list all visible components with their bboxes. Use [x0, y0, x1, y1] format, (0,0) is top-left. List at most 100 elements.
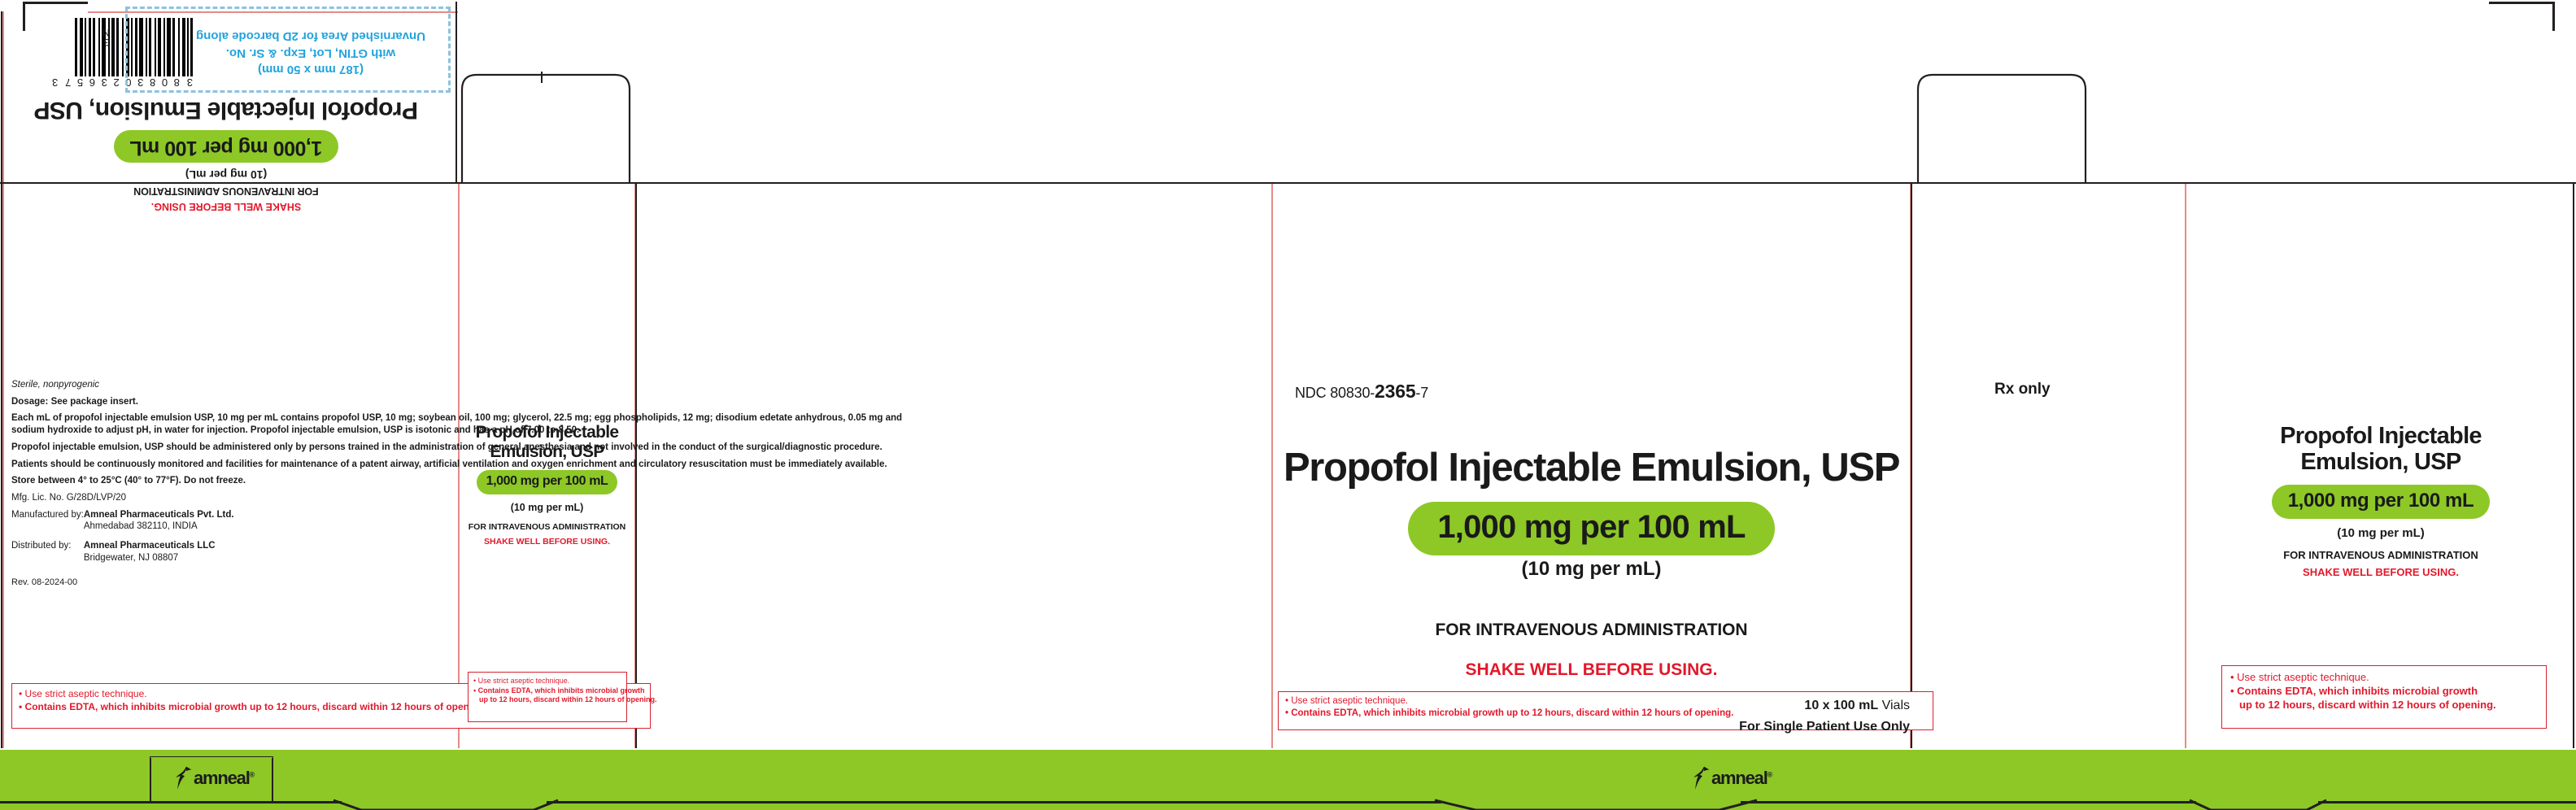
- left-panel-title: Propofol Injectable Emulsion, USP: [460, 423, 634, 461]
- warning-line-edta-left-a: • Contains EDTA, which inhibits microbia…: [473, 686, 645, 695]
- panel-sep-3: [1271, 184, 1273, 753]
- info-composition: Each mL of propofol injectable emulsion …: [11, 413, 903, 436]
- back-concentration: (10 mg per mL): [185, 168, 268, 181]
- distributor-address: Bridgewater, NJ 08807: [83, 552, 179, 563]
- info-mfg-license: Mfg. Lic. No. G/28D/LVP/20: [11, 493, 127, 503]
- unvarnished-area-box: [125, 7, 451, 93]
- info-monitoring: Patients should be continuously monitore…: [11, 459, 887, 469]
- distributor-name: Amneal Pharmaceuticals LLC: [83, 541, 216, 551]
- vial-quantity-bold: 10 x 100 mL: [1804, 699, 1879, 712]
- unvarnished-line1: Unvarnished Area for 2D barcode along: [196, 29, 426, 44]
- manufacturer-distributor-table: Manufactured by: Amneal Pharmaceuticals …: [11, 509, 234, 572]
- amneal-wordmark-left: amneal: [194, 768, 251, 788]
- ndc-number: NDC 80830-2365-7: [1295, 381, 1428, 403]
- warning-line-edta-front: • Contains EDTA, which inhibits microbia…: [1285, 708, 1734, 718]
- left-panel-strength-pill: 1,000 mg per 100 mL: [476, 470, 618, 495]
- front-concentration: (10 mg per mL): [1521, 558, 1662, 580]
- manufactured-by-label: Manufactured by:: [11, 509, 84, 520]
- panel-sep-2: [635, 184, 637, 753]
- ndc-prefix: NDC 80830-: [1295, 385, 1375, 401]
- front-product-title: Propofol Injectable Emulsion, USP: [1284, 446, 1900, 490]
- ndc-bold-segment: 2365: [1375, 381, 1416, 402]
- dieline-band-bottom-seg2: [547, 801, 1441, 803]
- back-strength-pill: 1,000 mg per 100 mL: [113, 130, 339, 163]
- dieline-band-bottom-seg3: [1741, 801, 2196, 803]
- right-panel-shake: SHAKE WELL BEFORE USING.: [2303, 565, 2459, 578]
- warning-box-right-panel: • Use strict aseptic technique. • Contai…: [2221, 665, 2547, 729]
- dieline-hair-top: [88, 11, 458, 13]
- tuck-panel-box-left-hair: [150, 757, 272, 759]
- warning-line-aseptic-right: • Use strict aseptic technique.: [2230, 671, 2369, 683]
- manufactured-by-value: Amneal Pharmaceuticals Pvt. Ltd. Ahmedab…: [84, 509, 234, 540]
- panel-sep-left-end: [458, 184, 460, 753]
- left-end-panel: Propofol Injectable Emulsion, USP 1,000 …: [460, 423, 634, 547]
- right-panel-route: FOR INTRAVENOUS ADMINISTRATION: [2283, 548, 2478, 561]
- barcode-side-line1: 3: [103, 37, 110, 48]
- distributed-by-row: Distributed by: Amneal Pharmaceuticals L…: [11, 540, 234, 571]
- barcode-digit-right: 3: [50, 76, 59, 89]
- right-panel-title: Propofol Injectable Emulsion, USP: [2190, 423, 2572, 476]
- amneal-logo-text-center: amneal®: [1711, 768, 1772, 789]
- barcode-side-label: 3 N: [102, 27, 110, 48]
- unvarnished-area-note: (187 mm x 50 mm) with GTIN, Lot, Exp. & …: [140, 28, 482, 77]
- dieline-back-panel-bottom: [0, 182, 457, 184]
- right-panel-concentration: (10 mg per mL): [2337, 525, 2425, 540]
- panel-sep-4: [1910, 184, 1911, 753]
- warning-line-aseptic: • Use strict aseptic technique.: [19, 688, 147, 699]
- front-strength-container: 1,000 mg per 100 mL: [1272, 502, 1911, 555]
- dieline-back-panel-right: [455, 2, 457, 184]
- back-product-title: Propofol Injectable Emulsion, USP: [34, 97, 418, 124]
- amneal-logo-left: amneal®: [174, 766, 255, 790]
- dieline-tuck-flap-right: [1916, 73, 2087, 184]
- unvarnished-line3: (187 mm x 50 mm): [257, 62, 364, 76]
- warning-line-aseptic-left: • Use strict aseptic technique.: [473, 677, 570, 685]
- dieline-top-left-corner-h: [23, 2, 88, 4]
- distributed-by-label: Distributed by:: [11, 541, 72, 551]
- vial-quantity: 10 x 100 mL Vials: [1700, 695, 1910, 716]
- back-shake-text: SHAKE WELL BEFORE USING.: [150, 201, 302, 212]
- back-panel-content: SHAKE WELL BEFORE USING. FOR INTRAVENOUS…: [15, 98, 438, 216]
- dieline-band-top: [0, 748, 2576, 750]
- information-panel: Sterile, nonpyrogenic Dosage: See packag…: [11, 379, 910, 588]
- manufactured-by-row: Manufactured by: Amneal Pharmaceuticals …: [11, 509, 234, 540]
- left-panel-title-line1: Propofol Injectable: [475, 423, 619, 442]
- amneal-registered-left: ®: [249, 770, 255, 779]
- panel-sep-6: [2185, 184, 2186, 753]
- info-dosage: Dosage: See package insert.: [11, 396, 138, 407]
- dieline-left-edge: [1, 11, 2, 776]
- dieline-top-left-corner-v: [23, 2, 25, 31]
- manufacturer-name: Amneal Pharmaceuticals Pvt. Ltd.: [83, 509, 234, 520]
- dieline-bottom-tuck-far-right: [2189, 799, 2327, 810]
- warning-line-edta-right-b: up to 12 hours, discard within 12 hours …: [2239, 698, 2496, 711]
- panel-sep-1: [634, 184, 636, 753]
- front-route: FOR INTRAVENOUS ADMINISTRATION: [1435, 621, 1748, 639]
- unvarnished-line2: with GTIN, Lot, Exp. & Sr. No.: [225, 46, 396, 60]
- left-panel-title-line2: Emulsion, USP: [490, 442, 604, 461]
- single-patient-use: For Single Patient Use Only: [1739, 719, 1910, 734]
- amneal-wordmark-center: amneal: [1711, 768, 1768, 788]
- warning-box-front-panel: • Use strict aseptic technique. • Contai…: [1278, 691, 1933, 730]
- dieline-top-right-corner-h: [2489, 2, 2554, 4]
- warning-line-edta-left-b: up to 12 hours, discard within 12 hours …: [479, 695, 657, 704]
- amneal-logo-center: amneal®: [1692, 766, 1772, 790]
- amneal-logo-text-left: amneal®: [194, 768, 255, 789]
- warning-box-left-panel: • Use strict aseptic technique. • Contai…: [468, 672, 657, 722]
- info-storage: Store between 4° to 25°C (40° to 77°F). …: [11, 476, 246, 486]
- dieline-tuck-flap-left: [460, 73, 631, 184]
- revision-code: Rev. 08-2024-00: [11, 577, 78, 587]
- dieline-tuck-score-mark: [541, 72, 543, 83]
- amneal-bird-icon: [176, 766, 192, 790]
- vial-count-block: 10 x 100 mL Vials For Single Patient Use…: [1700, 695, 1910, 737]
- warning-line-aseptic-front: • Use strict aseptic technique.: [1285, 696, 1409, 706]
- rx-only-label: Rx only: [1994, 381, 2051, 398]
- dieline-bottom-tuck-right: [1434, 799, 1758, 810]
- vial-quantity-unit: Vials: [1878, 699, 1910, 712]
- panel-sep-5: [1911, 184, 1912, 753]
- dieline-bottom-tuck-left: [333, 799, 559, 810]
- dieline-front-row-top: [455, 182, 2576, 184]
- ndc-suffix: -7: [1415, 385, 1429, 401]
- amneal-bird-icon-center: [1693, 766, 1710, 790]
- right-panel-title-line1: Propofol Injectable: [2280, 423, 2482, 449]
- dieline-right-edge: [2573, 184, 2574, 753]
